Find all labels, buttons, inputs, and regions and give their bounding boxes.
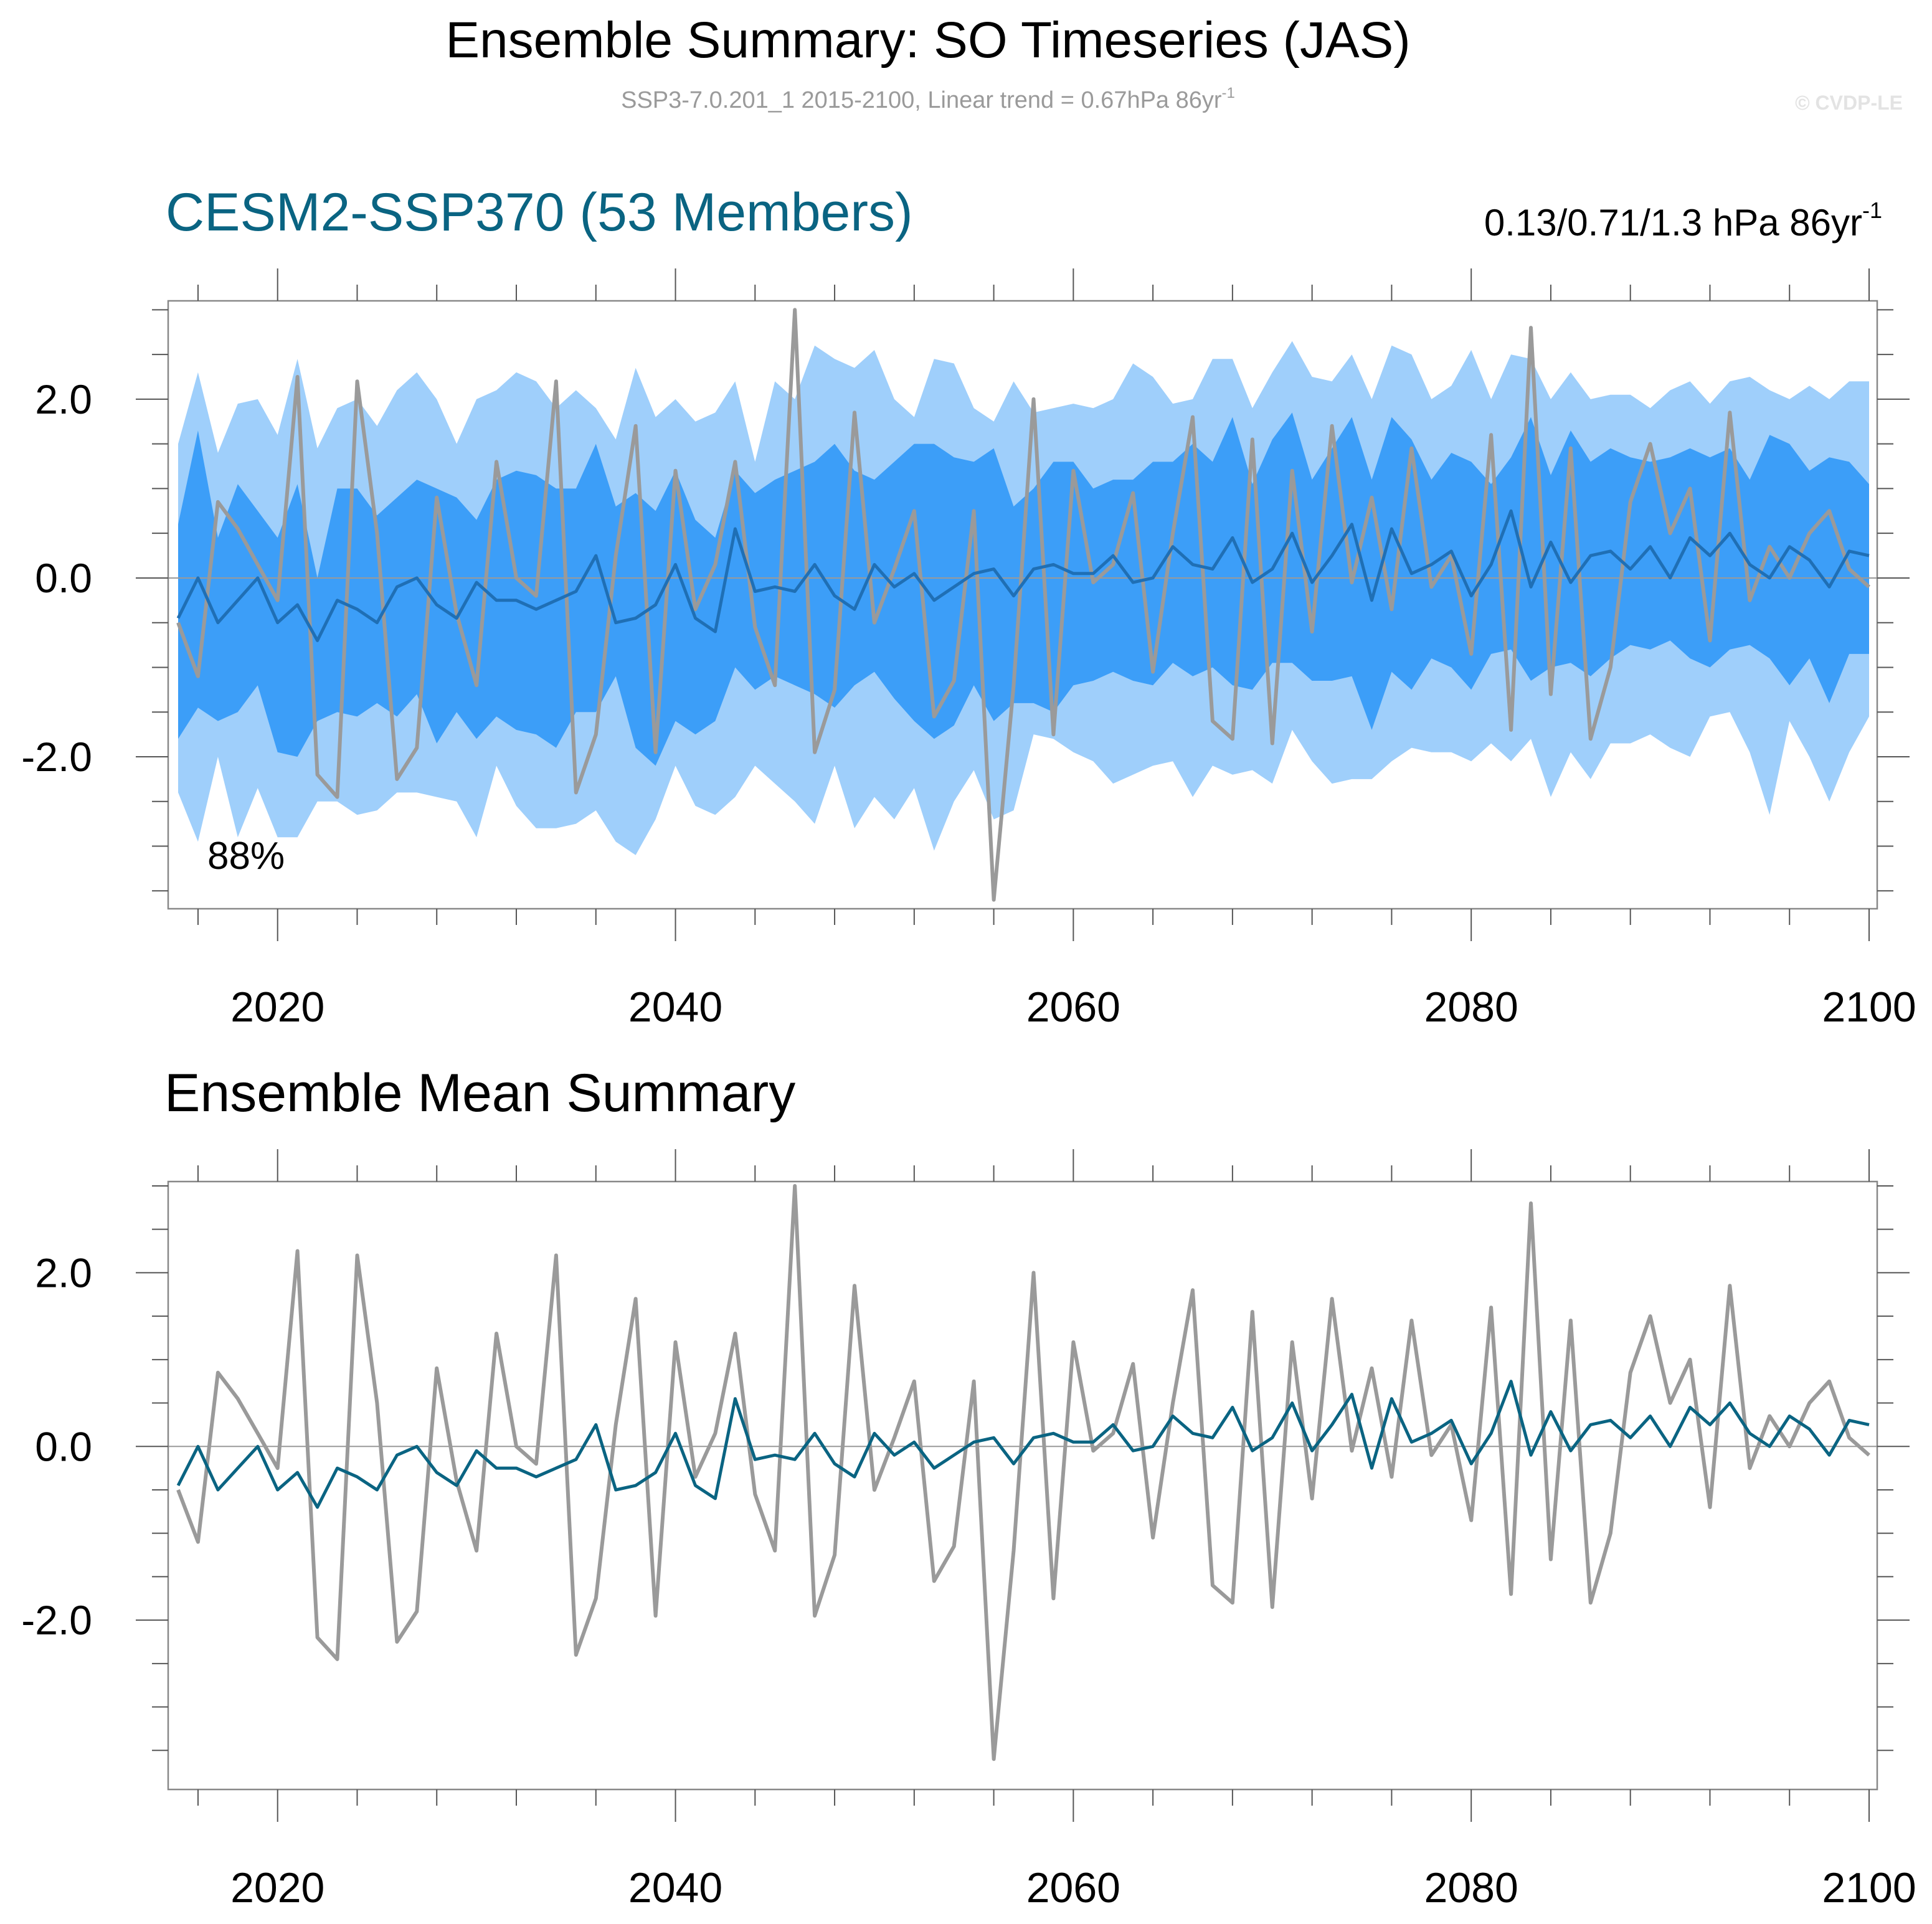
x-tick-label: 2020 [230,1864,324,1912]
figure-subtitle-main: SSP3-7.0.201_1 2015-2100, Linear trend =… [621,87,1222,113]
y-tick-label: 2.0 [35,376,92,422]
y-tick-label: -2.0 [21,1597,92,1643]
panel1-series-lines [168,308,1877,902]
panel2-plot-frame [167,1180,1878,1791]
ensemble-mean-series-line [176,509,1870,642]
x-tick-label: 2060 [1026,983,1120,1031]
x-tick-label: 2040 [628,983,722,1031]
panel1-trend-label: 0.13/0.71/1.3 hPa 86yr-1 [1484,197,1882,244]
y-tick-label: -2.0 [21,734,92,780]
x-tick-label: 2020 [230,983,324,1031]
y-tick-label: 0.0 [35,1423,92,1469]
panel2-axes: 2020 2040 2060 2080 2100 2.0 0.0 -2.0 [21,1149,1916,1912]
x-tick-label: 2080 [1424,1864,1518,1912]
figure-subtitle: SSP3-7.0.201_1 2015-2100, Linear trend =… [621,85,1235,113]
panel1-axes: 2020 2040 2060 2080 2100 2.0 0.0 -2.0 [21,268,1916,1031]
panel2-title: Ensemble Mean Summary [164,1063,795,1123]
figure-title: Ensemble Summary: SO Timeseries (JAS) [445,12,1410,69]
panel1-title: CESM2-SSP370 (53 Members) [166,182,913,242]
ensemble-spread-panel: CESM2-SSP370 (53 Members) 0.13/0.71/1.3 … [21,182,1916,1031]
panel1-plot-frame [167,300,1878,910]
panel1-annotation: 88% [207,835,285,878]
panel1-trend-label-sup: -1 [1862,197,1882,223]
figure-subtitle-sup: -1 [1222,85,1235,102]
watermark: © CVDP-LE [1795,92,1903,114]
y-tick-label: 0.0 [35,555,92,601]
observed-series-line [176,308,1871,902]
x-tick-label: 2100 [1822,983,1916,1031]
panel2-series-lines [168,1184,1877,1761]
x-tick-label: 2100 [1822,1864,1916,1912]
panel1-trend-label-main: 0.13/0.71/1.3 hPa 86yr [1484,202,1862,244]
x-tick-label: 2040 [628,1864,722,1912]
x-tick-label: 2060 [1026,1864,1120,1912]
ensemble-mean-panel: Ensemble Mean Summary 2020 2040 2060 2080 21… [21,1063,1916,1912]
ensemble-mean-series-line [176,1380,1870,1509]
x-tick-label: 2080 [1424,983,1518,1031]
observed-series-line [176,1184,1870,1761]
y-tick-label: 2.0 [35,1249,92,1296]
